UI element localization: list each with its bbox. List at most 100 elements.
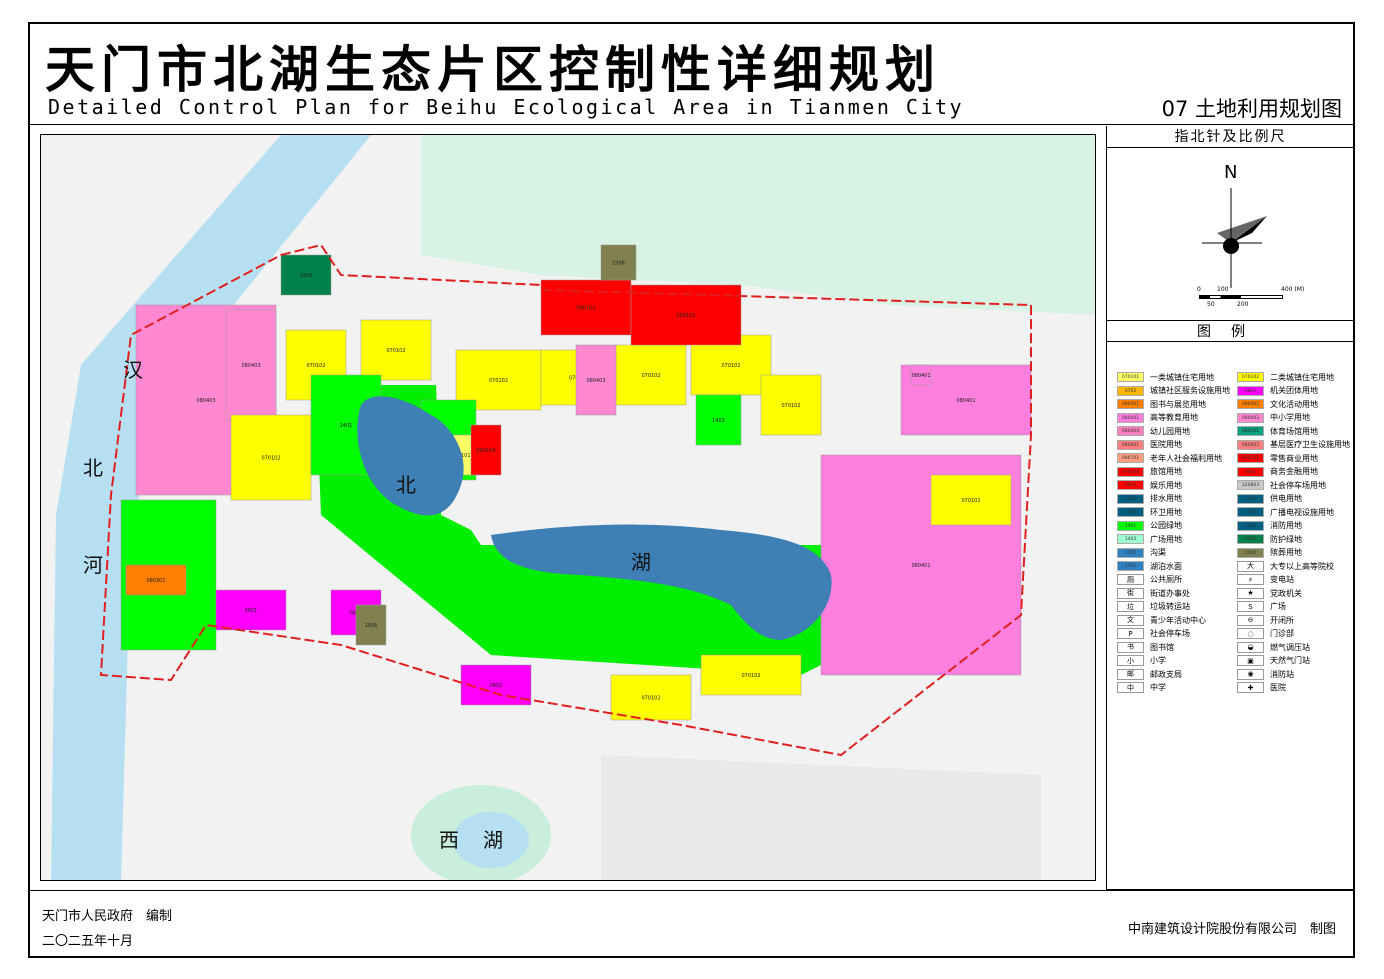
legend-swatch: 1303 <box>1237 493 1264 504</box>
legend: 070101 一类城镇住宅用地 070102 二类城镇住宅用地 0702 城镇社区服务设施… <box>1117 372 1353 693</box>
facility-symbol-icon: ◉ <box>1237 668 1264 680</box>
legend-item: 080701 老年人社会福利用地 <box>1117 453 1233 463</box>
legend-swatch: 0702 <box>1117 385 1144 396</box>
land-parcel[interactable] <box>125 564 187 596</box>
legend-label: 殡葬用地 <box>1270 548 1302 557</box>
legend-label: 街道办事处 <box>1150 588 1190 598</box>
land-parcel[interactable] <box>215 589 287 631</box>
legend-symbol-item: ⚡ 变电站 <box>1237 574 1353 585</box>
plan-subtitle: Detailed Control Plan for Beihu Ecologic… <box>48 95 965 119</box>
parcel-code: 080401 <box>911 563 930 569</box>
land-parcel[interactable] <box>900 364 1032 436</box>
land-parcel[interactable] <box>355 604 387 646</box>
land-parcel[interactable] <box>930 474 1012 526</box>
parcel-code: 070102 <box>641 696 660 702</box>
place-name: 西 <box>439 828 459 852</box>
compiler: 天门市人民政府 编制 <box>42 909 173 924</box>
divider <box>30 890 1353 891</box>
legend-label: 小学 <box>1150 656 1166 665</box>
legend-symbol-item: 书图书馆 <box>1117 641 1233 653</box>
land-parcel[interactable] <box>575 344 617 416</box>
parcel-code: 070102 <box>641 373 660 379</box>
plan-title: 天门市北湖生态片区控制性详细规划 <box>45 40 941 99</box>
legend-symbol-item: 小小学 <box>1117 655 1233 666</box>
legend-label: 大专以上高等院校 <box>1270 561 1334 571</box>
land-parcel[interactable] <box>610 674 692 721</box>
legend-symbol-item: 邮邮政支局 <box>1117 668 1233 680</box>
land-parcel[interactable] <box>760 374 822 436</box>
legend-label: 湖泊水面 <box>1150 561 1182 571</box>
legend-item: 080501 体育场馆用地 <box>1237 426 1353 436</box>
land-parcel[interactable] <box>600 244 637 281</box>
legend-label: 开闭所 <box>1270 615 1294 625</box>
land-parcel[interactable] <box>470 424 502 476</box>
parcel-code: 0801 <box>490 683 503 689</box>
legend-label: 体育场馆用地 <box>1270 426 1318 436</box>
legend-swatch: 080602 <box>1237 439 1264 450</box>
facility-symbol-icon: 大 <box>1237 560 1264 572</box>
drafter: 中南建筑设计院股份有限公司 制图 <box>1127 922 1336 937</box>
legend-symbol-item: 文青少年活动中心 <box>1117 614 1233 626</box>
legend-label: 零售商业用地 <box>1270 453 1318 463</box>
land-parcel[interactable] <box>230 414 312 501</box>
land-parcel[interactable] <box>360 319 432 381</box>
facility-symbol-icon: 垃 <box>1117 601 1144 612</box>
legend-item: 0702 城镇社区服务设施用地 <box>1117 385 1233 396</box>
land-parcel[interactable] <box>280 254 332 296</box>
scale-bar <box>1199 295 1283 299</box>
legend-symbol-item: 街街道办事处 <box>1117 587 1233 599</box>
legend-label: 青少年活动中心 <box>1150 615 1206 625</box>
legend-item: 090104 旅馆用地 <box>1117 466 1233 477</box>
beihu-lake-west <box>357 396 464 516</box>
legend-label: 广场用地 <box>1150 534 1182 544</box>
legend-item: 080401 高等教育用地 <box>1117 412 1233 423</box>
legend-item: 1705 沟渠 <box>1117 547 1233 558</box>
land-parcel[interactable] <box>460 664 532 706</box>
legend-label: 一类城镇住宅用地 <box>1150 372 1214 382</box>
legend-swatch: 070102 <box>1237 372 1264 382</box>
parcel-code: 1506 <box>612 261 625 267</box>
north-arrow-icon <box>1202 188 1267 288</box>
legend-swatch: 1402 <box>1237 534 1264 544</box>
legend-swatch: 080404 <box>1117 426 1144 436</box>
background-greenery <box>411 135 1095 880</box>
facility-symbol-icon: 厕 <box>1117 574 1144 585</box>
place-name: 北 <box>396 473 416 497</box>
facility-symbol-icon: 书 <box>1117 641 1144 653</box>
legend-item: 080602 基层医疗卫生设施用地 <box>1237 439 1353 450</box>
land-parcel[interactable] <box>615 344 687 406</box>
legend-swatch: 090104 <box>1117 466 1144 477</box>
planning-boundary <box>99 243 1032 757</box>
scale-label: 100 <box>1217 286 1229 293</box>
parcel-code: 080403 <box>586 378 605 384</box>
legend-item: 080301 图书与展览用地 <box>1117 399 1233 409</box>
legend-label: 旅馆用地 <box>1150 467 1182 476</box>
compass-heading: 指北针及比例尺 <box>1107 126 1354 148</box>
facility-symbol-icon: ◒ <box>1237 641 1264 653</box>
legend-swatch: 1302 <box>1117 493 1144 504</box>
parcel-code: 070102 <box>261 456 280 462</box>
legend-label: 燃气调压站 <box>1270 642 1310 652</box>
legend-swatch: 080701 <box>1117 453 1144 463</box>
land-parcel[interactable] <box>700 654 802 696</box>
legend-item: 070102 二类城镇住宅用地 <box>1237 372 1353 382</box>
land-use-map[interactable]: 080403 080403 070102 070102 070102 070102 0701… <box>40 134 1096 881</box>
land-parcel[interactable] <box>695 394 742 446</box>
legend-label: 中小学用地 <box>1270 413 1310 422</box>
place-name: 汉 <box>123 358 143 382</box>
land-parcel[interactable] <box>910 364 932 386</box>
parcel-code: 0801 <box>245 608 258 614</box>
legend-swatch: 1702 <box>1117 561 1144 571</box>
legend-label: 图书馆 <box>1150 642 1174 652</box>
legend-item: 1303 供电用地 <box>1237 493 1353 504</box>
legend-symbol-item: ✚ 医院 <box>1237 682 1353 693</box>
map-name: 07 土地利用规划图 <box>1161 97 1342 121</box>
facility-symbol-icon: ★ <box>1237 587 1264 599</box>
parcel-code: 090101 <box>576 306 595 312</box>
land-parcel[interactable] <box>540 279 632 336</box>
legend-symbol-item: 中中学 <box>1117 682 1233 693</box>
page-frame <box>28 22 1355 958</box>
legend-swatch: 1705 <box>1117 547 1144 558</box>
facility-symbol-icon: 小 <box>1117 655 1144 666</box>
facility-symbol-icon: ◌ <box>1237 628 1264 639</box>
